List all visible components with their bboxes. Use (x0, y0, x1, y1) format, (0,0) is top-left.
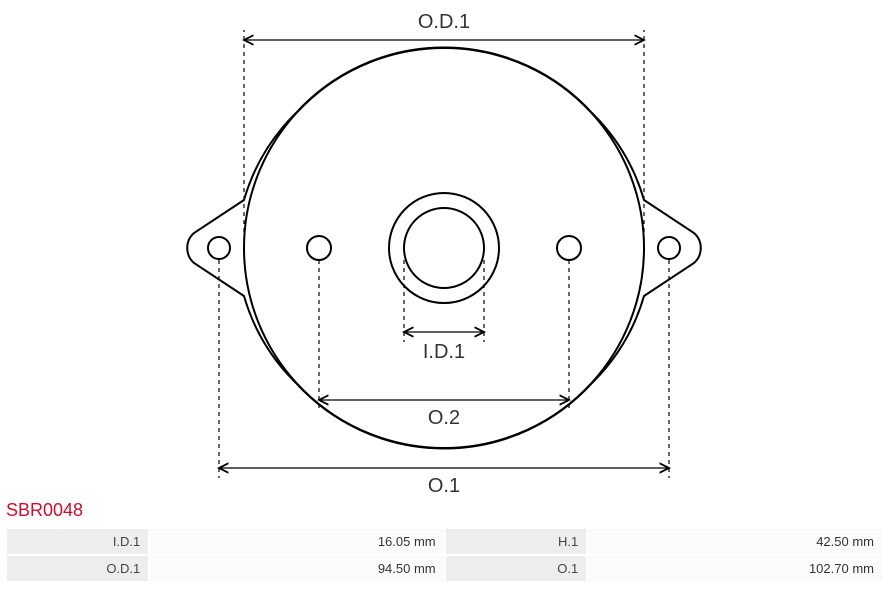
dim-id1-label: I.D.1 (423, 341, 465, 363)
cell-o1-value: 102.70 mm (588, 556, 882, 581)
hub-outer (389, 193, 499, 303)
drawing-svg: O.D.1 I.D.1 O.2 O.1 (0, 0, 889, 500)
dimensions-table: I.D.1 16.05 mm H.1 42.50 mm O.D.1 94.50 … (5, 527, 884, 583)
dim-o1: O.1 (219, 260, 669, 497)
cell-h1-label: H.1 (446, 529, 587, 554)
cell-od1-value: 94.50 mm (150, 556, 443, 581)
ear-hole-left (208, 237, 230, 259)
dim-o1-label: O.1 (428, 475, 460, 497)
cell-id1-value: 16.05 mm (150, 529, 443, 554)
inner-hole-right (557, 236, 581, 260)
part-outline (187, 48, 701, 449)
table-row: I.D.1 16.05 mm H.1 42.50 mm (7, 529, 882, 554)
technical-drawing: O.D.1 I.D.1 O.2 O.1 (0, 0, 889, 500)
ear-hole-right (658, 237, 680, 259)
table-row: O.D.1 94.50 mm O.1 102.70 mm (7, 556, 882, 581)
cell-id1-label: I.D.1 (7, 529, 148, 554)
inner-hole-left (307, 236, 331, 260)
dim-o2-label: O.2 (428, 407, 460, 429)
cell-h1-value: 42.50 mm (588, 529, 882, 554)
part-code: SBR0048 (0, 500, 889, 521)
dim-od1-label: O.D.1 (418, 11, 470, 33)
cell-od1-label: O.D.1 (7, 556, 148, 581)
cell-o1-label: O.1 (446, 556, 587, 581)
hub-inner (404, 208, 484, 288)
